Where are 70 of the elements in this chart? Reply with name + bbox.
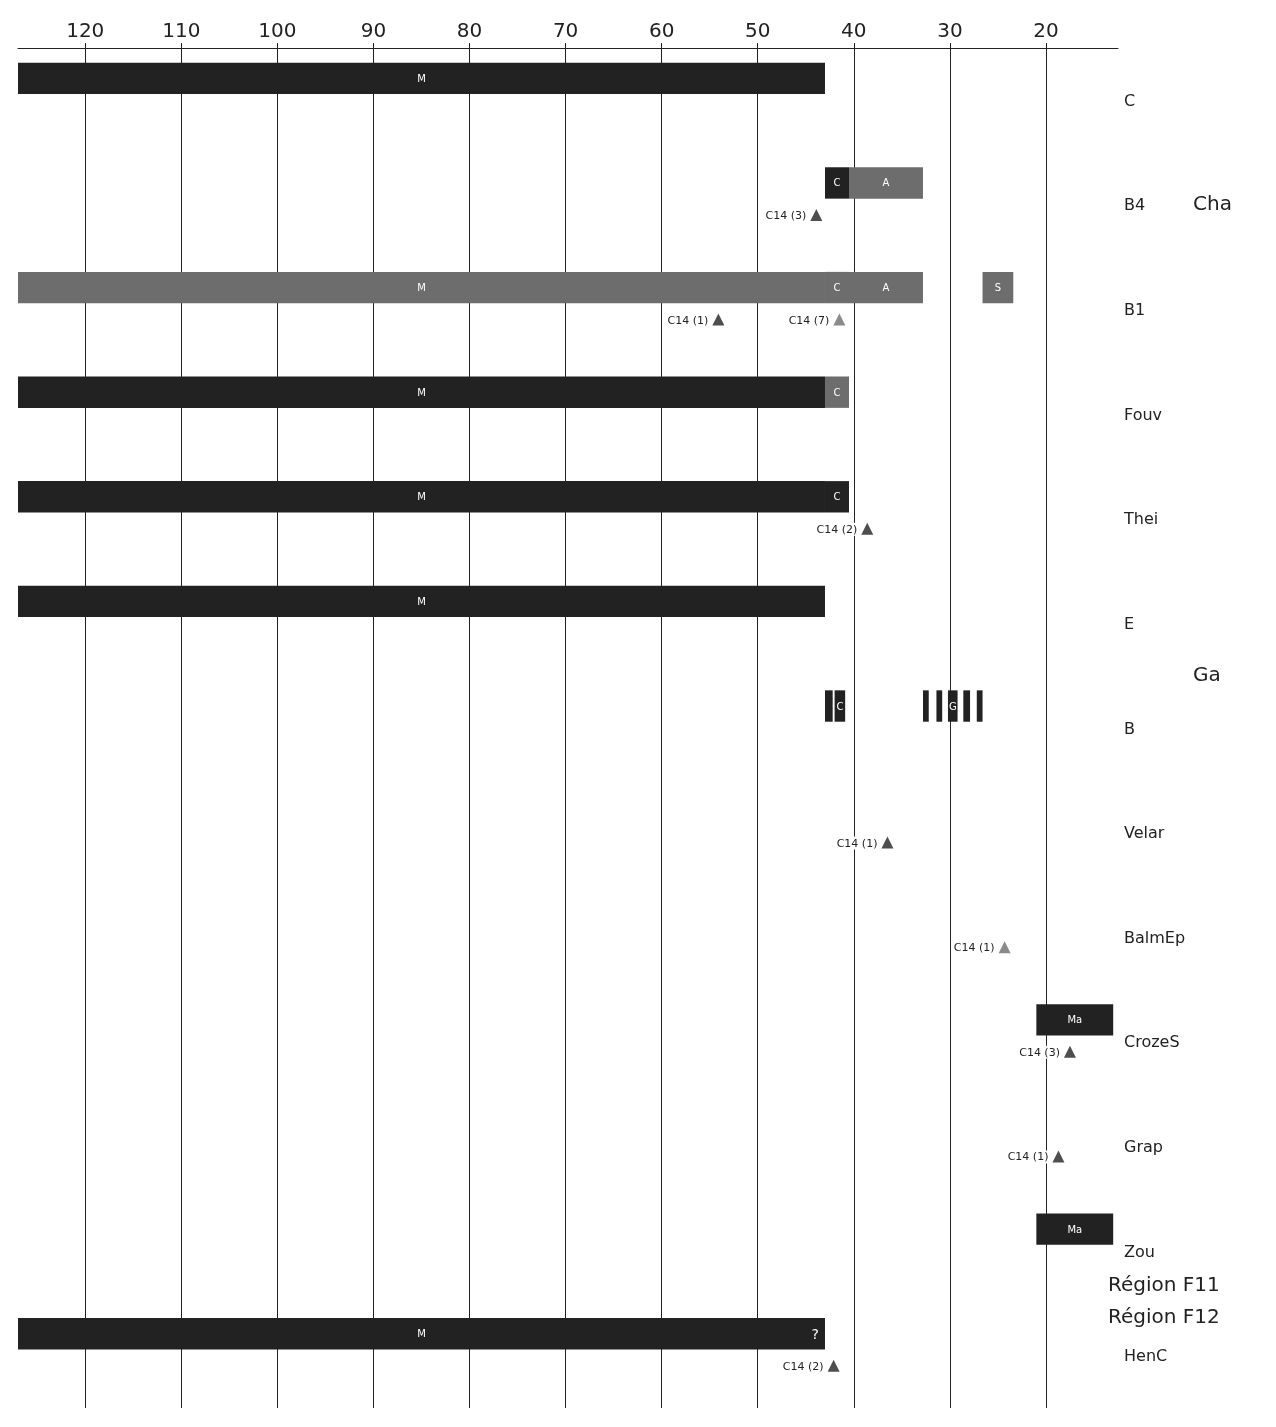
x-tick-label: 110 — [162, 18, 201, 42]
point — [833, 313, 846, 326]
y-tick-label: B — [1124, 718, 1135, 738]
bar — [922, 690, 929, 722]
y-tick-label: Grap — [1124, 1136, 1163, 1156]
y-tick-label: CrozeS — [1124, 1032, 1180, 1052]
text: Ga — [1193, 661, 1221, 686]
y-tick-label: BalmEp — [1124, 927, 1186, 947]
annotation: Région F12 — [1108, 1304, 1220, 1329]
data-label: M — [417, 72, 426, 84]
y-tick-label: Fouv — [1124, 404, 1163, 424]
annotation: ? — [811, 1325, 819, 1342]
y-tick-label: B1 — [1124, 300, 1146, 320]
data-label: S — [994, 282, 1002, 294]
y-tick-label: Velar — [1124, 823, 1165, 843]
data-label: M — [417, 1328, 426, 1340]
point — [861, 522, 874, 535]
data-label: Ma — [1067, 1223, 1083, 1235]
data-label: C — [833, 386, 841, 398]
bar — [824, 167, 849, 199]
annotation: C14 (2) — [816, 522, 858, 536]
y-tick-label: B4 — [1124, 195, 1146, 215]
x-tick-label: 30 — [937, 18, 963, 42]
data-label: C — [833, 177, 841, 189]
data-label: M — [417, 386, 426, 398]
annotation: C14 (2) — [782, 1359, 824, 1373]
y-tick-label: E — [1124, 613, 1135, 633]
bar — [849, 167, 923, 199]
bar — [976, 690, 983, 722]
y-tick-label: Zou — [1124, 1241, 1155, 1261]
data-label: C — [833, 491, 841, 503]
annotation: C14 (7) — [788, 313, 830, 327]
x-tick-label: 70 — [552, 18, 579, 42]
y-tick-label: C — [1124, 90, 1136, 110]
annotation: C14 (3) — [1019, 1045, 1060, 1059]
annotation: C14 (1) — [836, 836, 878, 850]
y-tick-label: Thei — [1123, 509, 1159, 529]
x-tick-label: 20 — [1033, 18, 1059, 42]
data-label: M — [417, 282, 426, 294]
point — [712, 313, 725, 326]
text: Cha — [1193, 190, 1232, 215]
x-tick-label: 50 — [745, 18, 771, 42]
bar — [936, 690, 943, 722]
annotation: C14 (1) — [667, 313, 709, 327]
bar — [963, 690, 971, 722]
y-tick-label: HenC — [1124, 1346, 1168, 1366]
data-label: M — [417, 595, 426, 607]
x-tick-label: 90 — [360, 18, 387, 42]
data-label: A — [882, 177, 890, 189]
data-label: A — [882, 282, 890, 294]
x-tick-label: 100 — [258, 18, 297, 42]
data-label: G — [948, 700, 957, 712]
point — [810, 208, 823, 221]
point — [827, 1359, 840, 1372]
x-tick-label: 40 — [841, 18, 867, 42]
data-label: C — [833, 282, 841, 294]
data-label: C — [836, 700, 844, 712]
data-label: M — [417, 491, 426, 503]
bar — [824, 690, 833, 722]
point — [1063, 1045, 1076, 1058]
x-tick-label: 60 — [648, 18, 675, 42]
x-tick-label: 80 — [456, 18, 483, 42]
data-label: Ma — [1067, 1014, 1083, 1026]
annotation: Région F11 — [1108, 1272, 1220, 1297]
point — [881, 836, 894, 849]
x-tick-label: 120 — [66, 18, 105, 42]
point — [1052, 1150, 1065, 1163]
annotation: C14 (3) — [765, 208, 807, 222]
annotation: C14 (1) — [953, 941, 995, 955]
annotation: C14 (1) — [1007, 1150, 1049, 1164]
